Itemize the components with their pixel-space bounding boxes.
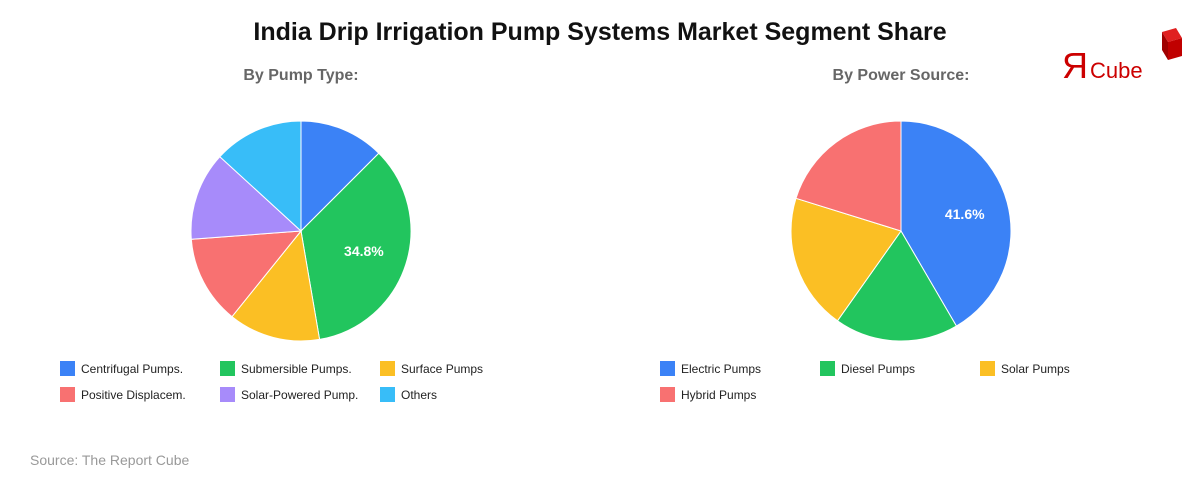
legend-item[interactable]: Electric Pumps [660,361,761,376]
legend-swatch [980,361,995,376]
legend-swatch [60,387,75,402]
legend-label: Submersible Pumps. [241,361,352,376]
legend-item[interactable]: Surface Pumps [380,361,483,376]
pie-slice [190,230,303,318]
pump-type-subtitle: By Pump Type: [243,67,359,84]
legend-swatch [220,361,235,376]
legend-item[interactable]: Others [380,387,437,402]
pie-slice [836,230,958,342]
logo-text: Cube [1090,58,1143,83]
legend-item[interactable]: Solar-Powered Pump. [220,387,358,402]
pie-slice [900,120,1012,327]
legend-item[interactable]: Hybrid Pumps [660,387,756,402]
legend-label: Hybrid Pumps [681,387,757,402]
legend-swatch [380,387,395,402]
pie-slice [795,120,902,232]
legend-swatch [820,361,835,376]
legend-item[interactable]: Centrifugal Pumps. [60,361,183,376]
pump-type-legend: Centrifugal Pumps. Submersible Pumps. Surf… [60,361,540,411]
report-cube-logo: Я Cube [1062,28,1182,86]
pump-type-pie-chart: 34.8% [190,120,412,342]
legend-swatch [380,361,395,376]
pie-slice [190,156,303,240]
legend-item[interactable]: Positive Displacem. [60,387,186,402]
legend-label: Electric Pumps [681,361,762,376]
legend-label: Others [401,387,438,402]
legend-item[interactable]: Diesel Pumps [820,361,915,376]
legend-swatch [660,387,675,402]
legend-label: Surface Pumps [401,361,484,376]
legend-swatch [60,361,75,376]
legend-label: Centrifugal Pumps. [81,361,184,376]
legend-label: Positive Displacem. [81,387,186,402]
cube-icon [1162,28,1182,60]
pie-slice [231,229,321,342]
power-source-subtitle: By Power Source: [832,67,970,84]
pie-slice [790,197,902,322]
pie-slice [300,152,412,340]
slice-percent-label: 41.6% [945,206,985,222]
legend-item[interactable]: Submersible Pumps. [220,361,352,376]
legend-item[interactable]: Solar Pumps [980,361,1070,376]
logo-glyph: Я [1062,45,1088,86]
legend-label: Solar Pumps [1001,361,1070,376]
source-note: Source: The Report Cube [30,452,190,468]
pie-slice [219,120,302,233]
legend-label: Solar-Powered Pump. [241,387,359,402]
legend-swatch [220,387,235,402]
pie-slice [300,120,380,233]
power-source-legend: Electric Pumps Diesel Pumps Solar Pumps Hyb… [660,361,1140,411]
chart-title: India Drip Irrigation Pump Systems Marke… [253,18,947,46]
power-source-pie-chart: 41.6% [790,120,1012,342]
legend-swatch [660,361,675,376]
slice-percent-label: 34.8% [344,243,384,259]
legend-label: Diesel Pumps [841,361,916,376]
